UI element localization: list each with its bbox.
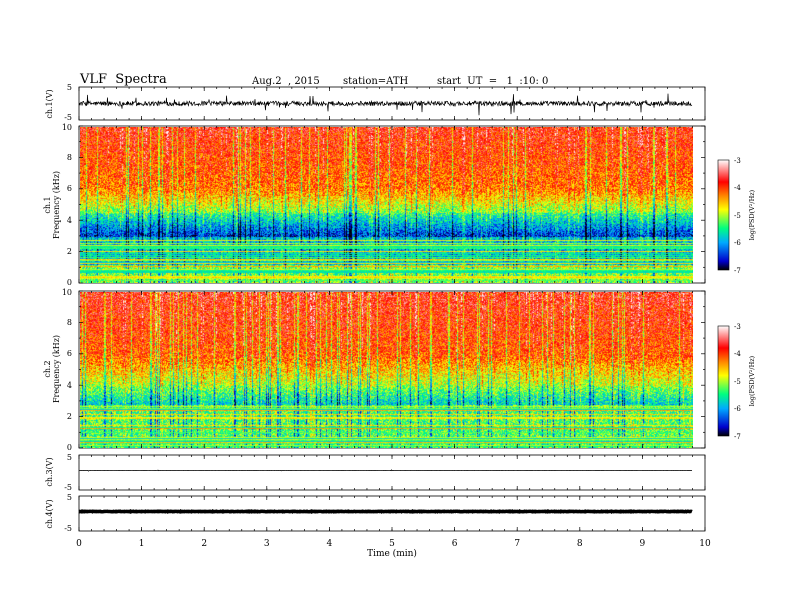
spec2-ytick-10: 10: [62, 288, 72, 297]
ch4-waveform-ylabel: ch.4(V): [45, 499, 54, 528]
ch1-waveform-trace: [78, 93, 693, 116]
colorbar-ch1-tick-m7: -7: [734, 267, 741, 275]
spec1-ytick-0: 0: [67, 278, 72, 287]
ch2-spectrogram-heatmap: [79, 291, 693, 448]
ch3-ytick-bottom: -5: [64, 483, 72, 492]
x-tick-label-10: 10: [699, 539, 711, 549]
ch3-waveform-ylabel: ch.3(V): [45, 457, 54, 486]
x-tick-label-0: 0: [76, 539, 82, 549]
ch3-waveform-trace: [78, 469, 693, 472]
x-tick-labels: 0 1 2 3 4 5 6 7 8 9 10: [76, 539, 711, 549]
colorbar-ch2-label: log(PSD(V²/Hz): [748, 355, 756, 406]
station-label: station=ATH: [343, 76, 409, 87]
colorbar-ch2-tick-m4: -4: [734, 350, 741, 358]
spec1-ytick-2: 2: [67, 247, 72, 256]
spec2-ytick-6: 6: [67, 349, 72, 358]
ch1-spectrogram-ylabel-freq: Frequency (kHz): [52, 171, 61, 239]
colorbar-ch1-tick-m3: -3: [734, 157, 741, 165]
ch3-ytick-top: 5: [67, 453, 72, 462]
x-tick-label-4: 4: [327, 539, 333, 549]
x-tick-label-5: 5: [389, 539, 395, 549]
spec1-ytick-4: 4: [67, 216, 72, 225]
x-tick-label-1: 1: [139, 539, 145, 549]
colorbar-ch1-label: log(PSD(V²/Hz): [748, 189, 756, 240]
x-tick-label-7: 7: [514, 539, 520, 549]
ch1-ytick-top: 5: [67, 83, 72, 92]
x-tick-label-9: 9: [640, 539, 646, 549]
colorbar-ch1-tick-m4: -4: [734, 184, 741, 192]
ch3-waveform-frame: [78, 454, 706, 491]
colorbar-ch2-tick-m7: -7: [734, 433, 741, 441]
spec2-ytick-4: 4: [67, 381, 72, 390]
colorbar-ch1-tick-m6: -6: [734, 239, 741, 247]
date-label: Aug.2 , 2015: [252, 76, 320, 87]
spec1-ytick-8: 8: [67, 153, 72, 162]
figure-title: VLF Spectra: [80, 72, 167, 87]
colorbar-ch2-tick-m5: -5: [734, 378, 741, 386]
ch1-waveform-ylabel: ch.1(V): [45, 89, 54, 118]
colorbar-ch1-scale: [717, 159, 730, 271]
colorbar-ch2-tick-m3: -3: [734, 323, 741, 331]
spec2-ytick-0: 0: [67, 443, 72, 452]
x-tick-label-6: 6: [452, 539, 458, 549]
colorbar-ch1-tick-m5: -5: [734, 212, 741, 220]
ch2-spectrogram-ylabel-freq: Frequency (kHz): [52, 335, 61, 403]
x-axis-label: Time (min): [367, 548, 417, 559]
ch1-ytick-bottom: -5: [64, 113, 72, 122]
ch4-ytick-top: 5: [67, 493, 72, 502]
colorbar-ch2-scale: [717, 325, 730, 437]
x-tick-label-8: 8: [577, 539, 583, 549]
colorbar-ch2-tick-m6: -6: [734, 405, 741, 413]
ch1-spectrogram-heatmap: [79, 126, 693, 283]
x-tick-label-3: 3: [264, 539, 270, 549]
colorbar-ch1: -3 -4 -5 -6 -7 log(PSD(V²/Hz): [717, 157, 756, 275]
spec1-ytick-6: 6: [67, 184, 72, 193]
spec1-ytick-10: 10: [62, 123, 72, 132]
spec2-ytick-2: 2: [67, 412, 72, 421]
spec2-ytick-8: 8: [67, 318, 72, 327]
colorbar-ch2: -3 -4 -5 -6 -7 log(PSD(V²/Hz): [717, 323, 756, 441]
ch2-spectrogram-ylabel-channel: ch.2: [43, 360, 52, 377]
x-tick-label-2: 2: [201, 539, 207, 549]
start-time-label: start UT = 1 :10: 0: [437, 76, 549, 87]
ch4-ytick-bottom: -5: [64, 524, 72, 533]
ch1-spectrogram-ylabel-channel: ch.1: [43, 196, 52, 213]
axis-ticks: [78, 87, 706, 531]
